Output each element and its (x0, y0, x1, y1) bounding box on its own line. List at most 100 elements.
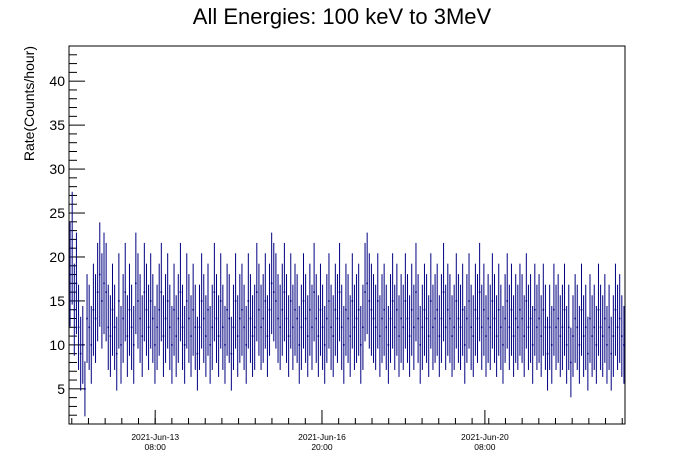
data-point (302, 300, 305, 302)
data-point (601, 335, 604, 337)
data-point (595, 344, 598, 346)
data-point (120, 344, 122, 346)
data-point (162, 335, 165, 337)
data-point (289, 300, 292, 302)
data-point (512, 335, 515, 337)
data-point (332, 335, 335, 337)
data-point (455, 300, 458, 302)
data-point (459, 326, 462, 329)
data-point (122, 317, 124, 320)
data-point (557, 317, 559, 320)
data-point (606, 344, 608, 346)
data-point (277, 317, 279, 320)
data-point (372, 317, 375, 320)
data-point (234, 300, 237, 302)
data-point (270, 282, 273, 285)
data-point (173, 308, 175, 311)
x-tick-label-date: 2021-Jun-20 (461, 432, 509, 442)
data-point (553, 308, 555, 311)
data-point (616, 326, 619, 329)
data-point (152, 317, 154, 320)
data-point (355, 317, 358, 320)
data-point (476, 317, 479, 320)
data-point (279, 326, 281, 329)
data-point (478, 291, 481, 293)
data-point (366, 282, 368, 285)
data-point (292, 326, 294, 329)
data-point (198, 326, 201, 329)
data-point (364, 291, 366, 293)
data-point (421, 326, 424, 329)
data-point (400, 317, 402, 320)
data-point (519, 308, 521, 311)
data-point (599, 326, 602, 329)
data-point (94, 317, 97, 320)
data-point (531, 344, 534, 346)
data-point (272, 291, 275, 293)
data-point (580, 308, 583, 311)
data-point (296, 317, 298, 320)
y-tick-label: 10 (49, 337, 65, 353)
data-point (353, 326, 356, 329)
data-point (226, 308, 228, 311)
data-point (393, 326, 396, 329)
data-point (451, 335, 453, 337)
data-point (457, 317, 460, 320)
data-point (614, 308, 617, 311)
data-point (258, 308, 260, 311)
data-point (309, 308, 311, 311)
data-point (313, 291, 315, 293)
data-point (98, 273, 101, 276)
data-point (578, 344, 581, 346)
data-point (211, 326, 214, 329)
data-point (118, 300, 120, 302)
data-point (132, 344, 135, 346)
data-point (612, 335, 615, 337)
data-point (253, 326, 256, 329)
data-point (256, 291, 258, 293)
data-point (546, 352, 549, 355)
data-point (147, 326, 150, 329)
y-tick-label: 15 (49, 293, 65, 309)
data-point (81, 344, 84, 346)
data-point (79, 352, 82, 355)
data-point (618, 317, 621, 320)
data-point (345, 308, 347, 311)
data-point (249, 317, 252, 320)
data-point (215, 317, 218, 320)
y-tick-label: 5 (57, 381, 65, 397)
data-point (370, 308, 373, 311)
data-point (334, 308, 337, 311)
data-point (468, 300, 470, 302)
data-point (130, 326, 133, 329)
data-point (527, 326, 530, 329)
data-point (92, 308, 95, 311)
data-point (425, 317, 428, 320)
data-point (563, 308, 566, 311)
data-point (574, 317, 576, 320)
data-point (300, 326, 303, 329)
data-point (487, 317, 489, 320)
data-point (362, 326, 364, 329)
data-point (502, 344, 504, 346)
data-point (576, 326, 579, 329)
data-point (587, 352, 589, 355)
data-point (264, 300, 267, 302)
data-point (207, 308, 209, 311)
data-point (368, 300, 371, 302)
data-point (84, 388, 86, 390)
data-point (387, 344, 390, 346)
chart-title: All Energies: 100 keV to 3MeV (193, 4, 492, 29)
data-point (343, 344, 345, 346)
data-point (311, 326, 313, 329)
data-point (323, 344, 326, 346)
data-point (444, 326, 447, 329)
data-point (328, 300, 330, 302)
x-tick-label-date: 2021-Jun-16 (298, 432, 346, 442)
data-point (396, 308, 398, 311)
data-point (222, 326, 224, 329)
data-series (69, 191, 625, 417)
x-tick-label-date: 2021-Jun-13 (131, 432, 179, 442)
data-point (96, 291, 99, 293)
data-point (105, 291, 107, 293)
